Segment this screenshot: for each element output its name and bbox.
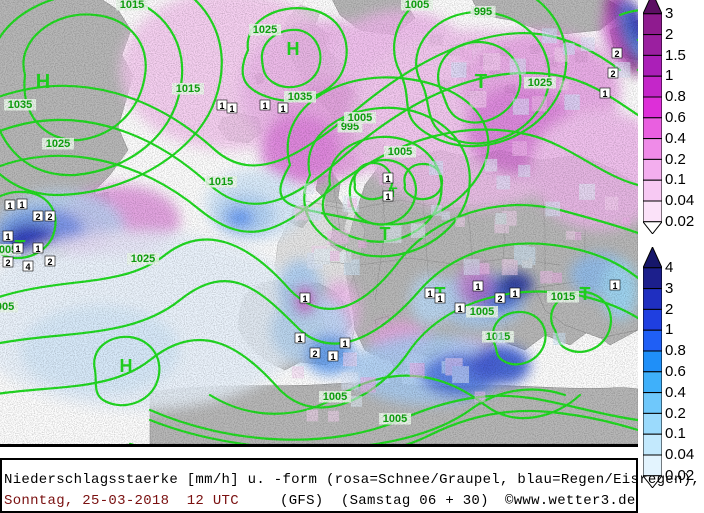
svg-text:1: 1 [262,101,267,111]
svg-text:H: H [287,39,300,59]
svg-text:1: 1 [475,282,480,292]
svg-text:1: 1 [35,244,40,254]
svg-text:2: 2 [47,212,52,222]
svg-text:1: 1 [297,334,302,344]
svg-text:4: 4 [25,262,30,272]
svg-text:H: H [120,356,133,376]
svg-text:1: 1 [437,294,442,304]
svg-text:2: 2 [614,49,619,59]
svg-text:1: 1 [457,304,462,314]
svg-text:1: 1 [512,289,517,299]
svg-text:1: 1 [612,281,617,291]
svg-text:H: H [36,71,50,93]
svg-text:T: T [380,224,391,244]
svg-text:1: 1 [5,232,10,242]
svg-text:1: 1 [385,192,390,202]
svg-text:T: T [580,284,591,304]
svg-text:1: 1 [427,289,432,299]
svg-text:1: 1 [385,174,390,184]
svg-text:2: 2 [610,69,615,79]
svg-text:1: 1 [15,244,20,254]
svg-text:1: 1 [602,89,607,99]
svg-text:1: 1 [342,339,347,349]
svg-text:1: 1 [302,294,307,304]
svg-text:2: 2 [47,257,52,267]
svg-text:1: 1 [19,200,24,210]
svg-text:2: 2 [35,212,40,222]
svg-text:T: T [475,71,487,93]
svg-text:2: 2 [5,258,10,268]
svg-text:1: 1 [219,101,224,111]
svg-text:1: 1 [330,352,335,362]
svg-text:2: 2 [497,294,502,304]
svg-text:1: 1 [229,104,234,114]
svg-text:2: 2 [312,349,317,359]
svg-text:1: 1 [280,104,285,114]
svg-text:1: 1 [7,201,12,211]
